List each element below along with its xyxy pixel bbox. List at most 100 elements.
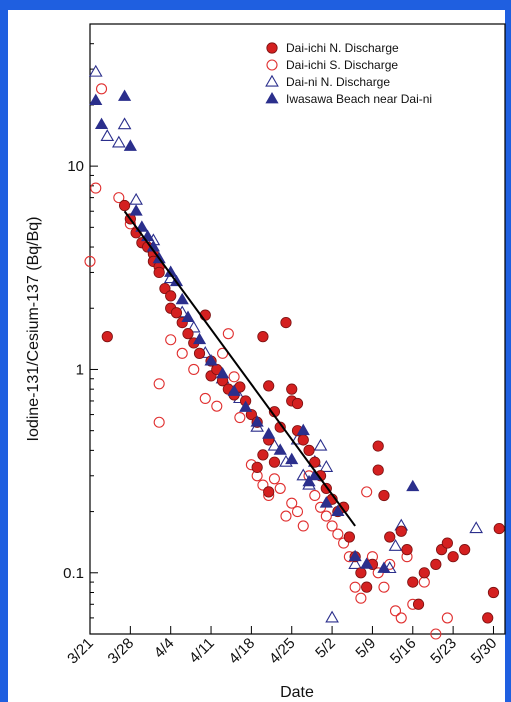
data-point bbox=[333, 529, 343, 539]
x-axis-label: Date bbox=[280, 684, 314, 701]
data-point bbox=[373, 465, 383, 475]
data-point bbox=[274, 444, 286, 454]
data-point bbox=[310, 490, 320, 500]
data-point bbox=[396, 526, 406, 536]
data-point bbox=[124, 140, 136, 150]
data-point bbox=[361, 582, 371, 592]
data-point bbox=[344, 532, 354, 542]
data-point bbox=[258, 450, 268, 460]
data-point bbox=[194, 348, 204, 358]
data-point bbox=[189, 364, 199, 374]
data-point bbox=[321, 511, 331, 521]
data-point bbox=[235, 413, 245, 423]
data-point bbox=[483, 613, 493, 623]
data-point bbox=[373, 441, 383, 451]
data-point bbox=[177, 348, 187, 358]
data-point bbox=[315, 440, 327, 450]
data-point bbox=[154, 267, 164, 277]
x-tick-label: 4/4 bbox=[151, 635, 178, 662]
data-point bbox=[470, 522, 482, 532]
data-point bbox=[91, 183, 101, 193]
data-point bbox=[413, 599, 423, 609]
data-point bbox=[130, 205, 142, 215]
data-point bbox=[269, 457, 279, 467]
data-point bbox=[263, 381, 273, 391]
x-tick-label: 5/30 bbox=[468, 635, 501, 668]
data-point bbox=[298, 521, 308, 531]
data-point bbox=[275, 483, 285, 493]
data-point bbox=[304, 445, 314, 455]
data-point bbox=[350, 582, 360, 592]
x-tick-label: 3/28 bbox=[105, 635, 138, 668]
data-point bbox=[402, 544, 412, 554]
data-point bbox=[356, 593, 366, 603]
data-point bbox=[90, 94, 102, 104]
data-point bbox=[229, 372, 239, 382]
data-point bbox=[252, 462, 262, 472]
data-point bbox=[378, 562, 390, 572]
legend-entry: Dai-ichi N. Discharge bbox=[286, 41, 399, 55]
data-point bbox=[287, 384, 297, 394]
data-point bbox=[258, 331, 268, 341]
data-point bbox=[385, 532, 395, 542]
trend-line-group bbox=[125, 211, 356, 526]
x-axis-ticks: 3/21 3/28 4/4 4/11 4/18 4/25 5/2 5/9 5/16 5/23 5/3… bbox=[64, 626, 500, 667]
legend-marker bbox=[266, 76, 278, 86]
legend-entry: Dai-ichi S. Discharge bbox=[286, 58, 398, 72]
data-point bbox=[166, 335, 176, 345]
data-point bbox=[200, 393, 210, 403]
trend-line bbox=[125, 211, 356, 526]
data-point bbox=[281, 511, 291, 521]
legend-entry: Iwasawa Beach near Dai-ni bbox=[286, 92, 432, 106]
data-point bbox=[119, 118, 131, 128]
data-point bbox=[459, 544, 469, 554]
x-tick-label: 4/18 bbox=[226, 635, 259, 668]
data-point bbox=[269, 474, 279, 484]
data-point bbox=[379, 582, 389, 592]
x-tick-label: 5/16 bbox=[387, 635, 420, 668]
data-point bbox=[102, 331, 112, 341]
data-point bbox=[419, 577, 429, 587]
legend-marker bbox=[266, 93, 278, 103]
data-point bbox=[407, 481, 419, 491]
data-point bbox=[281, 317, 291, 327]
data-point bbox=[90, 66, 102, 76]
data-point bbox=[212, 401, 222, 411]
data-points bbox=[85, 66, 504, 639]
data-point bbox=[326, 612, 338, 622]
data-point bbox=[362, 487, 372, 497]
data-point bbox=[113, 137, 125, 147]
data-point bbox=[494, 523, 504, 533]
data-point bbox=[390, 606, 400, 616]
data-point bbox=[130, 194, 142, 204]
data-point bbox=[408, 577, 418, 587]
data-point bbox=[379, 490, 389, 500]
data-point bbox=[101, 130, 113, 140]
data-point bbox=[263, 428, 275, 438]
y-tick-label: 10 bbox=[67, 158, 84, 175]
data-point bbox=[97, 84, 107, 94]
data-point bbox=[448, 551, 458, 561]
y-axis-label: Iodine-131/Cesium-137 (Bq/Bq) bbox=[25, 216, 42, 441]
legend-entry: Dai-ni N. Discharge bbox=[286, 75, 390, 89]
legend: Dai-ichi N. Discharge Dai-ichi S. Dischar… bbox=[266, 41, 432, 106]
data-point bbox=[293, 507, 303, 517]
data-point bbox=[431, 559, 441, 569]
data-point bbox=[119, 200, 129, 210]
x-tick-label: 4/25 bbox=[266, 635, 299, 668]
data-point bbox=[154, 417, 164, 427]
x-tick-label: 4/11 bbox=[186, 635, 218, 667]
y-tick-label: 0.1 bbox=[63, 565, 84, 582]
y-axis-ticks: 0.1 1 10 bbox=[63, 24, 98, 634]
y-tick-label: 1 bbox=[76, 361, 84, 378]
data-point bbox=[119, 90, 131, 100]
data-point bbox=[292, 398, 302, 408]
data-point bbox=[96, 118, 108, 128]
x-tick-label: 5/2 bbox=[312, 635, 339, 662]
data-point bbox=[356, 568, 366, 578]
data-point bbox=[488, 587, 498, 597]
legend-marker bbox=[267, 60, 277, 70]
data-point bbox=[442, 613, 452, 623]
data-point bbox=[165, 291, 175, 301]
